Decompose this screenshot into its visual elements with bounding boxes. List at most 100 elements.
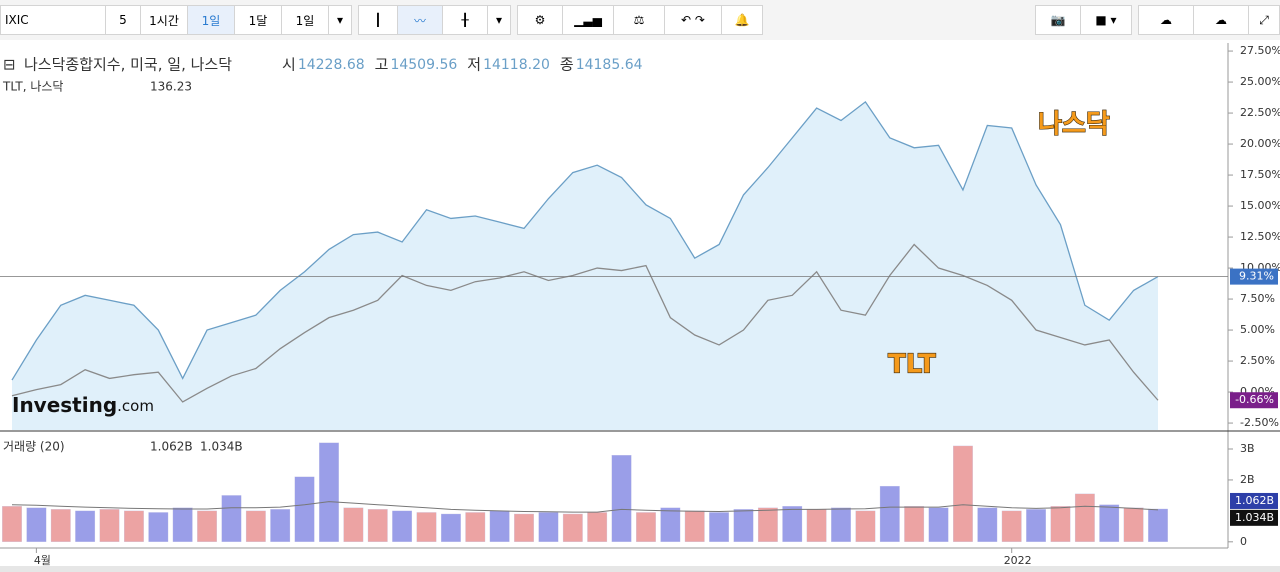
collapse-icon: ⊟ (3, 56, 16, 74)
y-tick-label: 17.50% (1240, 168, 1280, 181)
volume-bar (733, 509, 754, 542)
volume-bar (489, 510, 510, 542)
scrollbar (0, 566, 1280, 572)
volume-bar (904, 506, 925, 542)
toolbar: IXIC 5 1시간 1일 1달 1일 ▾ ┃ 〰 ╂ ▾ ⚙ ▁▃▅ ⚖ ↶ ↷ 🔔 … (0, 0, 1280, 41)
legend-title: 나스닥종합지수, 미국, 일, 나스닥 (24, 56, 232, 74)
last-value-box (1230, 492, 1278, 509)
last-value-label: 9.31% (1239, 270, 1274, 283)
area (12, 101, 1158, 431)
volume-bar (928, 507, 949, 542)
y-tick-label: 5.00% (1240, 323, 1275, 336)
volume-bar (709, 512, 730, 542)
legend-value: 1.062B (150, 440, 193, 454)
alert-icon[interactable]: 🔔 (721, 5, 763, 35)
legend-value: 1.034B (200, 440, 243, 454)
volume-bar (831, 507, 851, 542)
volume-bar (99, 509, 120, 542)
volume-bar (879, 485, 900, 542)
line-icon[interactable]: 〰 (397, 5, 443, 35)
volume-bar (294, 476, 315, 542)
volume-bar (75, 510, 96, 542)
fullscreen-icon[interactable]: ⤢ (1248, 5, 1280, 35)
undo-redo[interactable]: ↶ ↷ (664, 5, 722, 35)
y-tick-label: 0 (1240, 535, 1247, 548)
y-tick-label: 2.50% (1240, 354, 1275, 367)
volume-bar (587, 512, 608, 542)
settings-icon[interactable]: ⚙ (517, 5, 563, 35)
volume-bar (684, 510, 705, 542)
y-tick-label: 22.50% (1240, 106, 1280, 119)
line (11, 100, 1159, 381)
volume-bar (977, 507, 998, 542)
line (11, 243, 1159, 403)
last-value-box (1230, 268, 1278, 285)
volume-bar (2, 506, 22, 542)
interval-button[interactable]: 1달 (234, 5, 282, 35)
legend-key: 저 (467, 56, 481, 74)
logo: Investing.com (12, 393, 154, 417)
y-tick-label: 3B (1240, 442, 1255, 455)
symbol-input[interactable]: IXIC (0, 5, 106, 35)
legend-key: 고 (375, 56, 389, 74)
volume-bar (660, 507, 681, 542)
volume-bar (514, 513, 534, 542)
logo-text: .com (117, 397, 154, 415)
volume-bar (953, 445, 973, 542)
volume-bar (757, 507, 778, 542)
dropdown[interactable]: ▾ (487, 5, 511, 35)
volume-bar (367, 509, 388, 542)
ma-line (11, 501, 1159, 513)
volume-bar (50, 509, 71, 542)
indicator-icon[interactable]: ▁▃▅ (562, 5, 614, 35)
y-tick-label: -2.50% (1240, 416, 1279, 429)
volume-bar (538, 512, 559, 542)
volume-bar (416, 512, 437, 542)
volume-bar (465, 512, 486, 542)
last-value-label: -0.66% (1235, 393, 1274, 406)
volume-bar (782, 506, 803, 542)
legend-key: 종 (560, 56, 574, 74)
volume-bar (1026, 509, 1046, 542)
bar-icon[interactable]: ╂ (442, 5, 488, 35)
volume-bar (1148, 508, 1168, 542)
interval-button[interactable]: 1일 (281, 5, 329, 35)
interval-group: 5 1시간 1일 1달 1일 (105, 5, 329, 35)
legend-title: 거래량 (20) (3, 440, 65, 454)
color-icon[interactable]: ■ ▾ (1080, 5, 1132, 35)
logo-text: Investing (12, 393, 117, 417)
volume-bar (806, 509, 827, 542)
volume-bar (1050, 506, 1071, 542)
y-tick-label: 25.00% (1240, 75, 1280, 88)
y-tick-label: 7.50% (1240, 292, 1275, 305)
volume-bar (124, 510, 144, 542)
volume-bar (855, 510, 876, 542)
volume-bar (1123, 507, 1144, 542)
dropdown[interactable]: ▾ (328, 5, 352, 35)
volume-bar (1099, 504, 1120, 542)
y-tick-label: 12.50% (1240, 230, 1280, 243)
volume-bar (562, 513, 583, 542)
last-value-box (1230, 392, 1278, 409)
volume-bar (1074, 493, 1095, 542)
last-value-label: 1.062B (1235, 494, 1274, 507)
last-value-box (1230, 509, 1278, 526)
interval-button[interactable]: 1일 (187, 5, 235, 35)
volume-bar (392, 510, 413, 542)
legend-value: 14118.20 (483, 57, 550, 73)
legend-value: 136.23 (150, 80, 192, 94)
upload-icon[interactable]: ☁ (1193, 5, 1249, 35)
x-tick-label: 4월 (34, 554, 51, 567)
volume-bar (440, 513, 461, 542)
y-tick-label: 27.50% (1240, 44, 1280, 57)
volume-bar (245, 510, 266, 542)
volume-bar (221, 495, 242, 542)
last-value-label: 1.034B (1235, 511, 1274, 524)
annotation: 나스닥 (1038, 110, 1110, 140)
volume-bar (1001, 510, 1022, 542)
legend-key: 시 (282, 56, 296, 74)
download-icon[interactable]: ☁ (1138, 5, 1194, 35)
candle-icon[interactable]: ┃ (358, 5, 398, 35)
legend-value: 14228.68 (298, 57, 365, 73)
